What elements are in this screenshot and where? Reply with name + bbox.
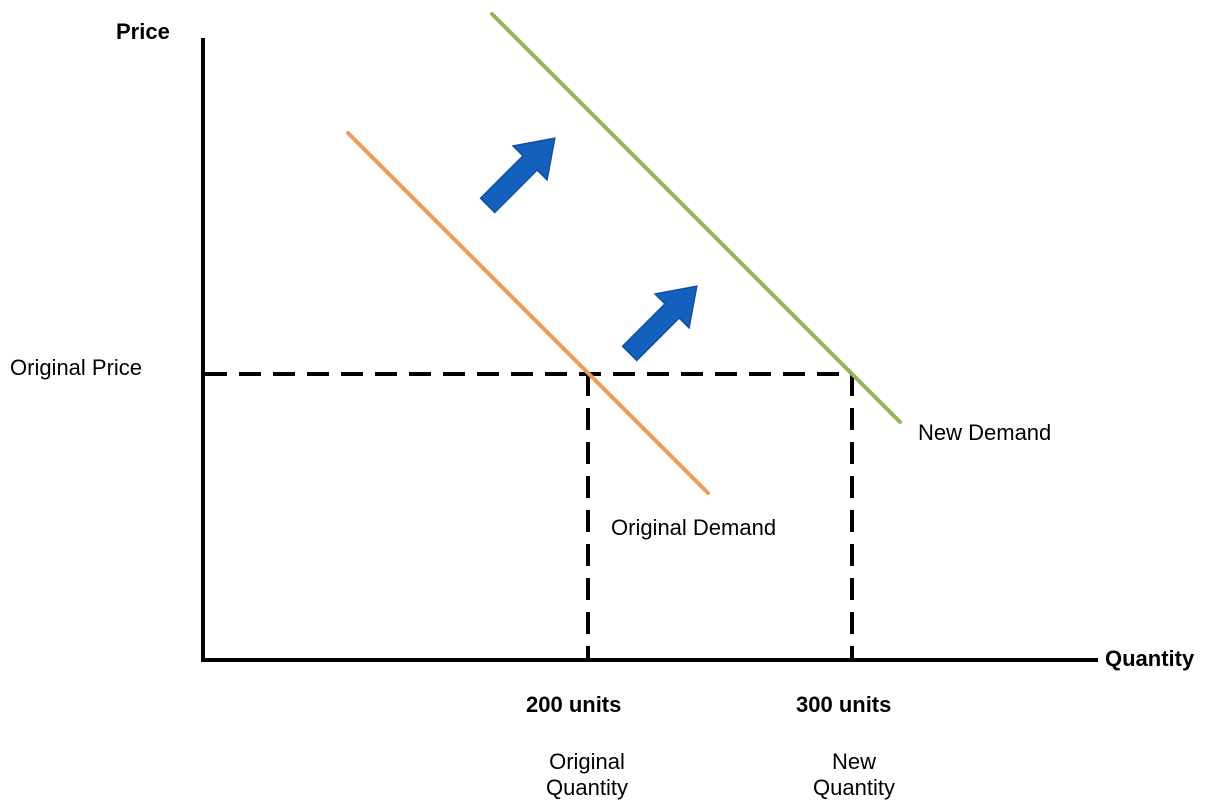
x-axis-label: Quantity bbox=[1105, 646, 1195, 671]
new-quantity-label: New Quantity bbox=[789, 749, 919, 801]
tick-label-200: 200 units bbox=[526, 692, 622, 717]
new-demand-curve bbox=[490, 12, 902, 424]
new-quantity-line2: Quantity bbox=[813, 775, 895, 800]
arrow-up-right-icon bbox=[621, 285, 698, 362]
original-price-label: Original Price bbox=[10, 355, 143, 380]
new-demand-label: New Demand bbox=[918, 420, 1052, 445]
original-quantity-line2: Quantity bbox=[546, 775, 628, 800]
new-quantity-line1: New bbox=[831, 749, 876, 774]
arrow-up-right-icon bbox=[479, 137, 556, 214]
original-demand-curve bbox=[346, 131, 710, 495]
original-quantity-label: Original Quantity bbox=[522, 749, 652, 801]
tick-label-300: 300 units bbox=[796, 692, 892, 717]
y-axis-label: Price bbox=[116, 19, 170, 44]
original-demand-label: Original Demand bbox=[611, 515, 777, 540]
original-quantity-line1: Original bbox=[549, 749, 625, 774]
